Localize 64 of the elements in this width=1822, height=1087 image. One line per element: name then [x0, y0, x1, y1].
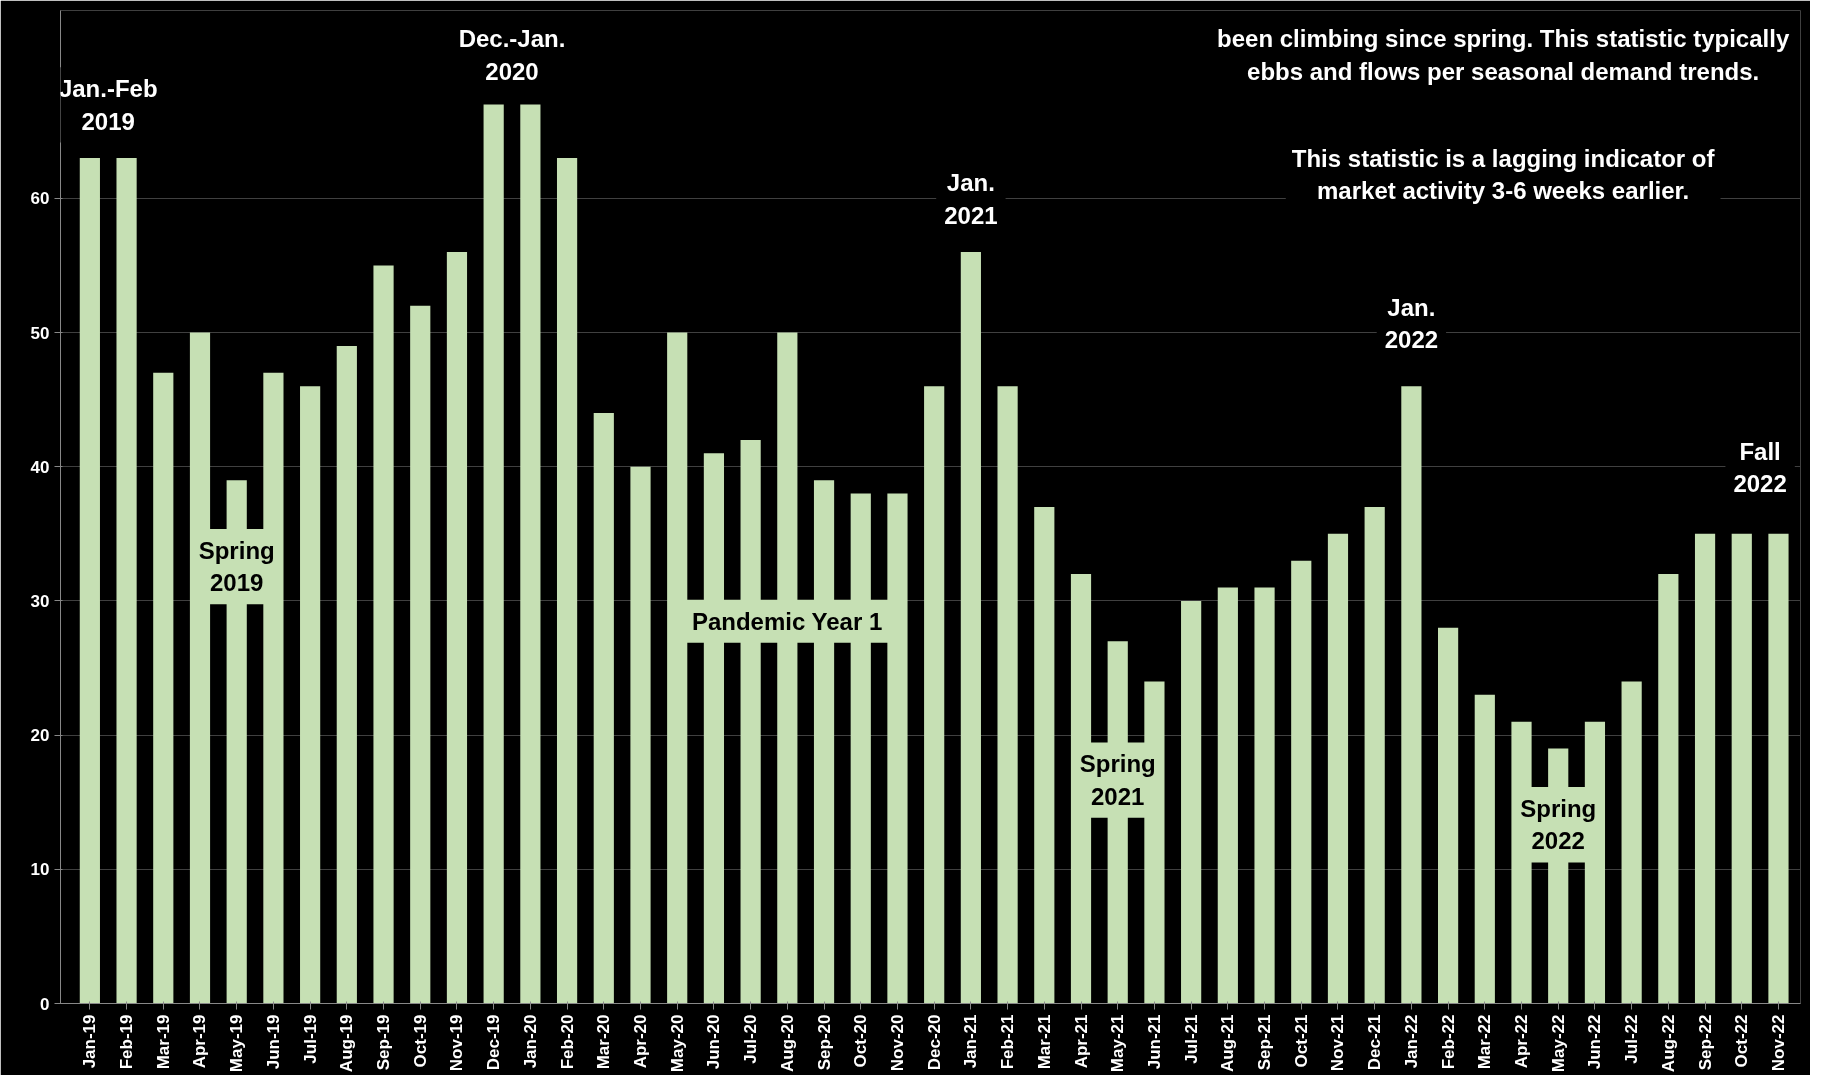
x-tick-label: May-20	[667, 1014, 687, 1073]
x-tick-label: Aug-21	[1218, 1014, 1238, 1073]
x-tick-label: Apr-21	[1071, 1014, 1091, 1069]
x-tick-label: Oct-20	[851, 1014, 871, 1068]
x-tick-label: Apr-20	[631, 1014, 650, 1069]
annotation: This statistic is a lagging indicator of market activity 3-6 weeks earlier.	[1291, 144, 1716, 205]
x-tick-label: May-21	[1108, 1014, 1128, 1073]
x-tick-label: Jan-20	[520, 1014, 540, 1069]
x-tick-label: Dec-20	[924, 1014, 944, 1071]
annotation: Pandemic Year 1	[691, 607, 883, 635]
annotation: Spring 2021	[1079, 750, 1156, 810]
x-tick-label: Nov-22	[1768, 1014, 1788, 1072]
annotation: Jan. 2022	[1384, 293, 1439, 353]
x-tick-label: Apr-22	[1512, 1014, 1532, 1069]
x-tick-label: Jun-20	[704, 1014, 724, 1070]
x-tick-label: Sep-20	[814, 1014, 834, 1071]
x-tick-label: Sep-22	[1695, 1014, 1715, 1071]
y-tick-label: 60	[30, 189, 50, 209]
x-tick-label: May-19	[227, 1014, 247, 1073]
x-tick-label: Jan-22	[1401, 1014, 1421, 1069]
annotation: Spring 2019	[198, 536, 275, 597]
x-tick-label: Dec-19	[484, 1014, 504, 1071]
x-tick-label: Jan-21	[961, 1014, 981, 1069]
y-tick-label: 0	[40, 994, 50, 1014]
x-tick-label: Jul-20	[741, 1014, 761, 1064]
x-tick-label: Nov-20	[887, 1014, 907, 1072]
x-tick-label: Mar-21	[1034, 1014, 1054, 1070]
x-tick-label: Sep-19	[374, 1014, 394, 1071]
annotation: been climbing since spring. This statistic typically ebbs and flows per seasonal demand trends.	[1217, 25, 1790, 85]
x-tick-label: Jun-21	[1144, 1014, 1164, 1070]
y-tick-label: 10	[30, 860, 50, 880]
x-tick-label: Feb-22	[1438, 1014, 1458, 1070]
annotation: Fall 2022	[1733, 437, 1787, 497]
annotation: Spring 2022	[1520, 795, 1597, 855]
x-tick-label: Jun-19	[263, 1014, 283, 1070]
x-tick-label: Sep-21	[1255, 1014, 1275, 1071]
x-tick-label: Jan-19	[80, 1014, 100, 1069]
y-tick-label: 30	[30, 591, 50, 611]
x-tick-label: Mar-19	[153, 1014, 173, 1070]
x-tick-label: Feb-19	[117, 1014, 137, 1070]
x-tick-label: Aug-22	[1658, 1014, 1678, 1073]
x-tick-label: Feb-20	[557, 1014, 577, 1070]
x-tick-label: Nov-21	[1328, 1014, 1348, 1072]
x-tick-label: Nov-19	[447, 1014, 467, 1072]
annotation: Jan. 2021	[944, 169, 998, 229]
x-tick-label: Oct-21	[1291, 1014, 1311, 1068]
x-tick-label: Aug-20	[777, 1014, 797, 1073]
x-tick-label: Jul-19	[300, 1014, 320, 1064]
x-tick-label: Mar-22	[1475, 1014, 1495, 1070]
annotation: Dec.-Jan. 2020	[458, 25, 566, 85]
x-tick-label: Apr-19	[190, 1014, 210, 1069]
y-tick-label: 40	[30, 457, 50, 477]
x-tick-label: Jul-21	[1181, 1014, 1201, 1064]
y-tick-label: 20	[30, 726, 50, 746]
x-tick-label: Dec-21	[1365, 1014, 1385, 1071]
x-tick-label: Aug-19	[337, 1014, 357, 1073]
x-tick-label: Jun-22	[1585, 1014, 1605, 1070]
x-tick-label: Jul-22	[1622, 1014, 1642, 1064]
x-tick-label: Feb-21	[998, 1014, 1018, 1070]
y-tick-label: 50	[30, 323, 50, 343]
x-tick-label: Oct-22	[1732, 1014, 1752, 1068]
x-tick-label: May-22	[1548, 1014, 1568, 1073]
x-tick-label: Mar-20	[594, 1014, 614, 1070]
x-tick-label: Oct-19	[410, 1014, 430, 1068]
